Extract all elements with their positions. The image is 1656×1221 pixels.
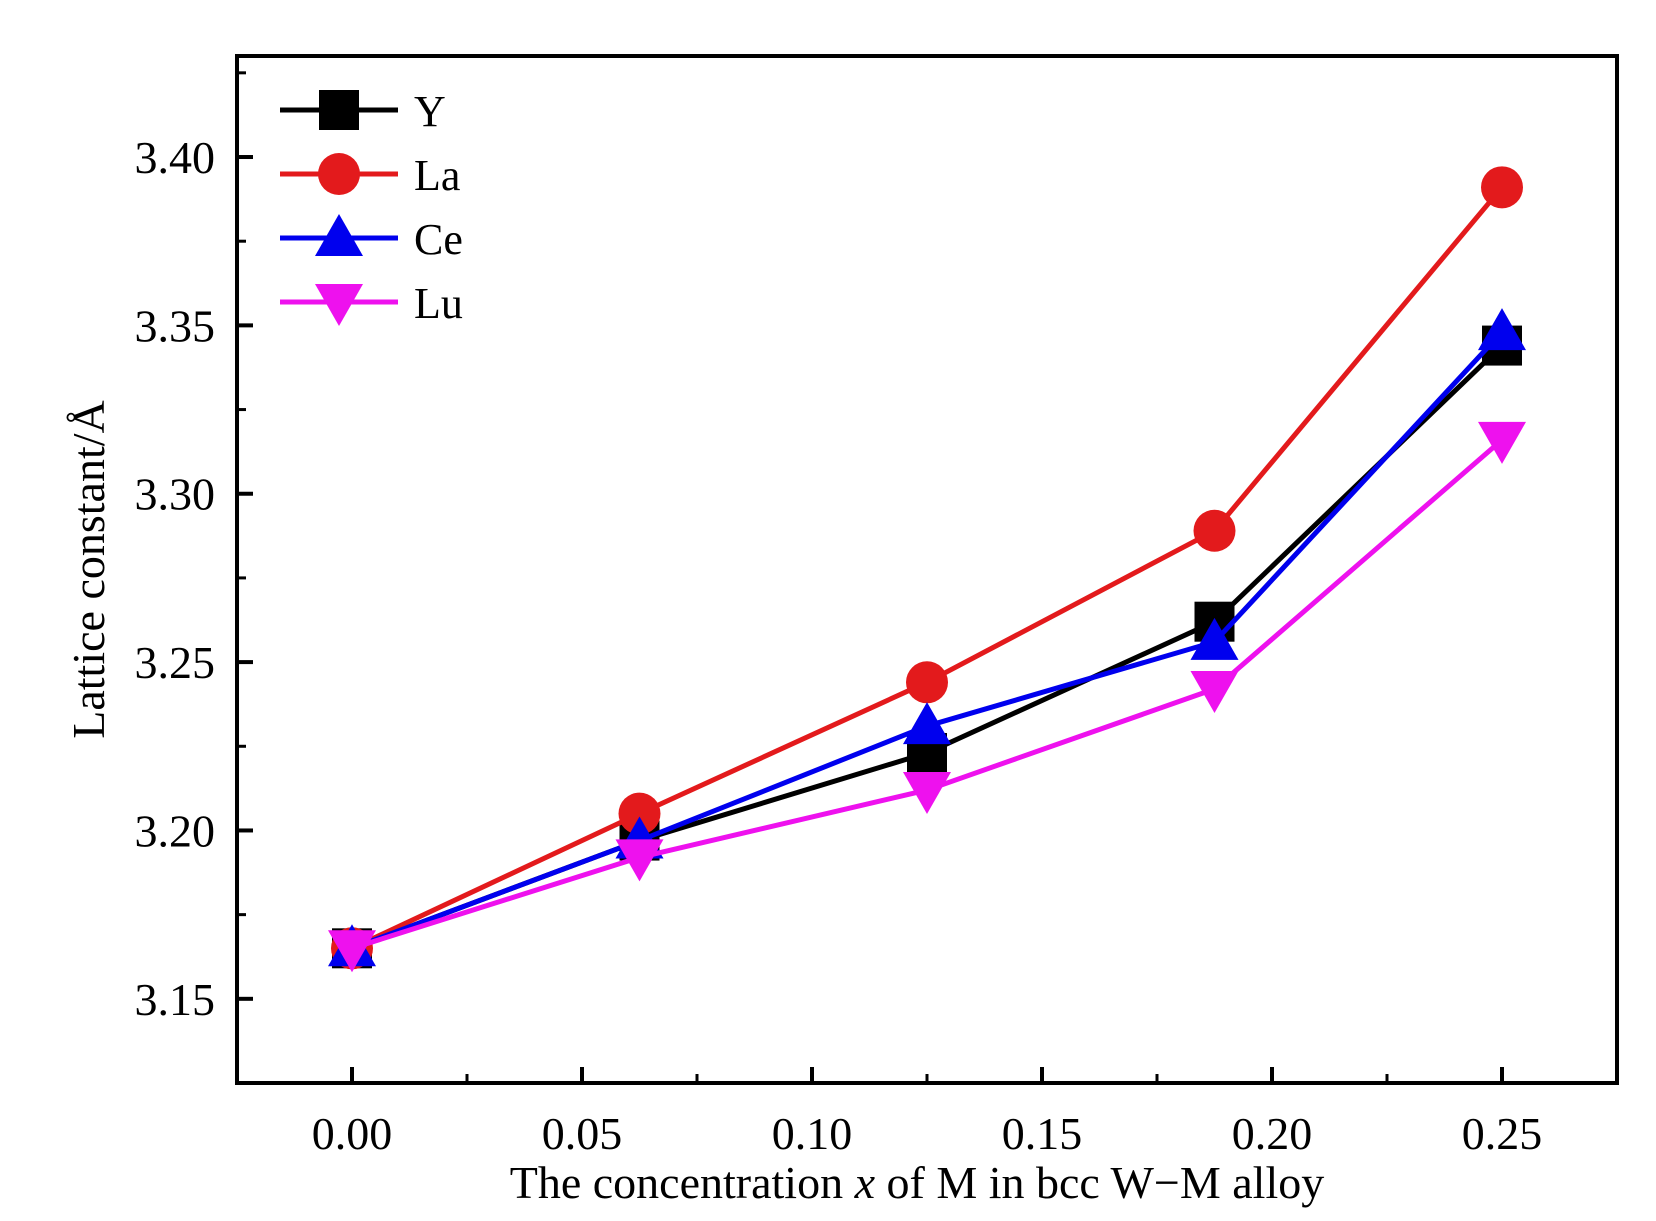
data-point-Lu bbox=[1190, 671, 1239, 714]
series-line-Y bbox=[351, 343, 1504, 951]
y-tick-label: 3.40 bbox=[135, 132, 216, 183]
data-point-Ce bbox=[903, 702, 951, 745]
y-tick-label: 3.25 bbox=[135, 637, 216, 688]
data-point-Ce bbox=[1190, 617, 1239, 660]
legend-marker bbox=[318, 153, 360, 195]
legend-marker bbox=[319, 90, 359, 130]
series-Lu bbox=[328, 421, 1526, 973]
legend-entry-La: La bbox=[280, 151, 460, 200]
legend-entry-Lu: Lu bbox=[280, 279, 463, 328]
x-tick-label: 0.10 bbox=[772, 1108, 853, 1159]
x-tick-label: 0.15 bbox=[1002, 1108, 1083, 1159]
x-axis-title-prefix: The concentration bbox=[510, 1157, 855, 1208]
x-axis-title: The concentration x of M in bcc W−M allo… bbox=[510, 1157, 1325, 1208]
y-tick-labels: 3.15 3.20 3.25 3.30 3.35 3.40 bbox=[135, 132, 216, 1025]
x-tick-labels: 0.00 0.05 0.10 0.15 0.20 0.25 bbox=[312, 1108, 1543, 1159]
y-axis-title: Lattice constant/Å bbox=[63, 400, 114, 739]
data-point-Lu bbox=[1478, 421, 1526, 464]
x-tick-label: 0.20 bbox=[1232, 1108, 1313, 1159]
y-tick-label: 3.30 bbox=[135, 469, 216, 520]
series-line-Ce bbox=[351, 330, 1504, 951]
legend-label: La bbox=[414, 151, 460, 200]
data-point-La bbox=[906, 661, 948, 704]
series-La bbox=[331, 166, 1523, 970]
legend-entry-Ce: Ce bbox=[280, 214, 463, 264]
legend-label: Y bbox=[414, 87, 446, 136]
x-tick-label: 0.05 bbox=[542, 1108, 623, 1159]
data-point-Lu bbox=[903, 772, 951, 815]
x-axis-title-suffix: of M in bcc W−M alloy bbox=[875, 1157, 1324, 1208]
legend-marker bbox=[315, 284, 363, 326]
series-line-La bbox=[350, 185, 1504, 951]
data-point-Lu bbox=[328, 930, 376, 973]
series-Ce bbox=[328, 308, 1526, 967]
data-point-La bbox=[1481, 166, 1523, 209]
x-tick-label: 0.25 bbox=[1462, 1108, 1543, 1159]
x-axis-title-variable: x bbox=[854, 1157, 876, 1208]
legend-marker bbox=[315, 214, 363, 256]
legend: Y La Ce Lu bbox=[280, 87, 463, 328]
data-point-La bbox=[618, 792, 661, 835]
x-tick-label: 0.00 bbox=[312, 1108, 393, 1159]
data-point-Ce bbox=[1478, 308, 1526, 351]
legend-label: Lu bbox=[414, 279, 463, 328]
y-tick-label: 3.35 bbox=[135, 300, 216, 351]
y-tick-label: 3.15 bbox=[135, 974, 216, 1025]
legend-label: Ce bbox=[414, 215, 463, 264]
plot-frame bbox=[235, 54, 1619, 1085]
series-layer bbox=[328, 166, 1526, 973]
y-tick-label: 3.20 bbox=[135, 805, 216, 856]
data-point-La bbox=[1193, 509, 1236, 552]
data-point-Lu bbox=[615, 839, 664, 882]
legend-entry-Y: Y bbox=[280, 87, 446, 136]
